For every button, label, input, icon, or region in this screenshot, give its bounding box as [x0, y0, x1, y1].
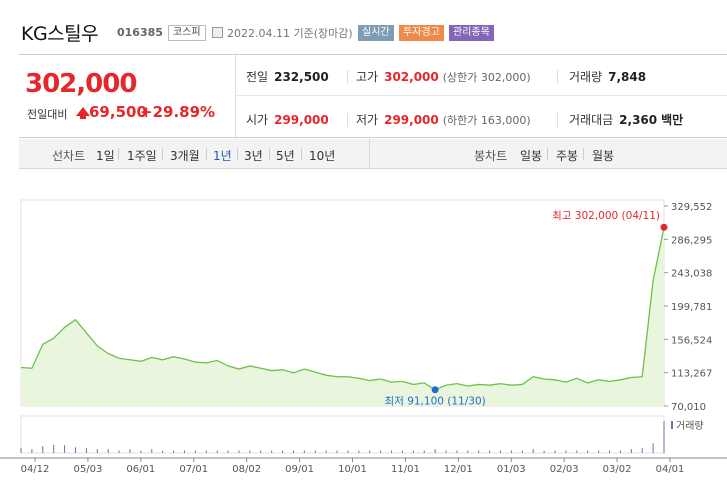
prev-close-value: 232,500	[274, 70, 329, 84]
change-percent: +29.89%	[140, 103, 216, 121]
x-tick-label: 02/03	[550, 464, 579, 475]
quote-date: 2022.04.11 기준(장마감)	[227, 27, 353, 40]
volume-label: 거래량	[569, 70, 603, 84]
separator	[557, 70, 558, 84]
x-tick-label: 11/01	[391, 464, 420, 475]
market-badge: 코스피	[168, 25, 206, 41]
change-label: 전일대비	[27, 108, 68, 121]
current-price: 302,000	[25, 69, 137, 99]
volume-value: 7,848	[608, 70, 647, 84]
high-label: 고가	[356, 70, 379, 84]
high-cell: 고가 302,000 (상한가 302,000)	[356, 68, 531, 85]
realtime-tag[interactable]: 실시간	[358, 25, 394, 41]
tab-candle-monthly[interactable]: 월봉	[592, 149, 615, 163]
separator	[347, 113, 348, 127]
open-value: 299,000	[274, 113, 329, 127]
separator	[237, 148, 238, 160]
volume-legend-swatch	[671, 421, 673, 429]
price-chart-svg: 329,552 286,295 243,038 199,781 156,524 113,2…	[0, 199, 727, 475]
x-tick-label: 03/02	[603, 464, 632, 475]
separator	[547, 148, 548, 160]
y-tick-label: 113,267	[671, 369, 712, 380]
quote-row-divider	[237, 95, 727, 96]
x-tick-label: 05/03	[74, 464, 103, 475]
low-annotation: 최저 91,100 (11/30)	[385, 396, 486, 408]
volume-frame	[20, 415, 665, 454]
separator	[583, 148, 584, 160]
tab-period-3m[interactable]: 3개월	[170, 149, 200, 163]
amount-value: 2,360	[619, 113, 658, 127]
high-marker	[660, 223, 668, 231]
high-annotation: 최고 302,000 (04/11)	[552, 210, 660, 222]
x-tick-label: 04/12	[21, 464, 50, 475]
separator	[347, 70, 348, 84]
x-tick-label: 09/01	[285, 464, 314, 475]
tab-candle-daily[interactable]: 일봉	[520, 149, 543, 163]
tab-period-5y[interactable]: 5년	[276, 149, 295, 163]
separator	[269, 148, 270, 160]
open-label: 시가	[246, 113, 269, 127]
x-tick-label: 04/01	[656, 464, 685, 475]
tab-period-1y[interactable]: 1년	[213, 149, 232, 163]
line-chart-label: 선차트	[52, 149, 86, 163]
stock-name: KG스틸우	[21, 23, 99, 45]
separator	[557, 113, 558, 127]
calendar-icon	[212, 27, 223, 38]
prev-close-label: 전일	[246, 70, 269, 84]
stock-header: KG스틸우 016385 코스피 2022.04.11 기준(장마감) 실시간 …	[0, 0, 727, 52]
separator	[118, 148, 119, 160]
investment-warning-tag[interactable]: 투자경고	[399, 25, 444, 41]
low-value: 299,000	[384, 113, 439, 127]
up-arrow-icon	[76, 107, 90, 119]
volume-legend: 거래량	[676, 420, 704, 432]
x-tick-label: 07/01	[179, 464, 208, 475]
low-cell: 저가 299,000 (하한가 163,000)	[356, 111, 531, 128]
y-tick-label: 329,552	[671, 202, 712, 213]
prev-close-cell: 전일 232,500	[246, 68, 329, 85]
high-value: 302,000	[384, 70, 439, 84]
amount-label: 거래대금	[569, 113, 614, 127]
separator	[162, 148, 163, 160]
chart-tab-bar: 선차트 1일 1주일 3개월 1년 3년 5년 10년 봉차트 일봉 주봉 월봉	[19, 139, 727, 169]
x-tick-label: 10/01	[338, 464, 367, 475]
open-cell: 시가 299,000	[246, 111, 329, 128]
price-panel: 302,000 전일대비 69,500 +29.89%	[19, 55, 236, 137]
low-label: 저가	[356, 113, 379, 127]
x-tick-label: 08/02	[232, 464, 261, 475]
amount-cell: 거래대금 2,360 백만	[569, 111, 683, 128]
tab-period-1w[interactable]: 1주일	[127, 149, 157, 163]
x-tick-label: 12/01	[444, 464, 473, 475]
lower-limit: (하한가 163,000)	[442, 114, 531, 127]
managed-stock-tag[interactable]: 관리종목	[449, 25, 494, 41]
tab-period-3y[interactable]: 3년	[244, 149, 263, 163]
y-tick-label: 243,038	[671, 269, 712, 280]
tab-candle-weekly[interactable]: 주봉	[556, 149, 579, 163]
separator	[206, 148, 207, 160]
y-tick-label: 70,010	[671, 402, 706, 413]
y-tick-label: 286,295	[671, 235, 712, 246]
price-area	[21, 227, 664, 406]
y-tick-label: 199,781	[671, 302, 712, 313]
separator	[301, 148, 302, 160]
tab-period-10y[interactable]: 10년	[309, 149, 336, 163]
amount-unit: 백만	[661, 113, 684, 127]
price-chart: 329,552 286,295 243,038 199,781 156,524 113,2…	[0, 170, 727, 492]
x-tick-label: 06/01	[126, 464, 155, 475]
y-tick-label: 156,524	[671, 335, 712, 346]
change-amount: 69,500	[89, 103, 147, 121]
tab-period-1d[interactable]: 1일	[96, 149, 115, 163]
tab-group-divider	[369, 139, 370, 169]
quote-summary: 302,000 전일대비 69,500 +29.89% 전일 232,500 고가…	[19, 54, 727, 138]
upper-limit: (상한가 302,000)	[442, 71, 531, 84]
price-line	[20, 227, 665, 391]
candle-chart-label: 봉차트	[474, 149, 508, 163]
low-marker	[431, 386, 439, 394]
x-tick-label: 01/03	[497, 464, 526, 475]
stock-code: 016385	[117, 26, 163, 39]
volume-cell: 거래량 7,848	[569, 68, 646, 85]
